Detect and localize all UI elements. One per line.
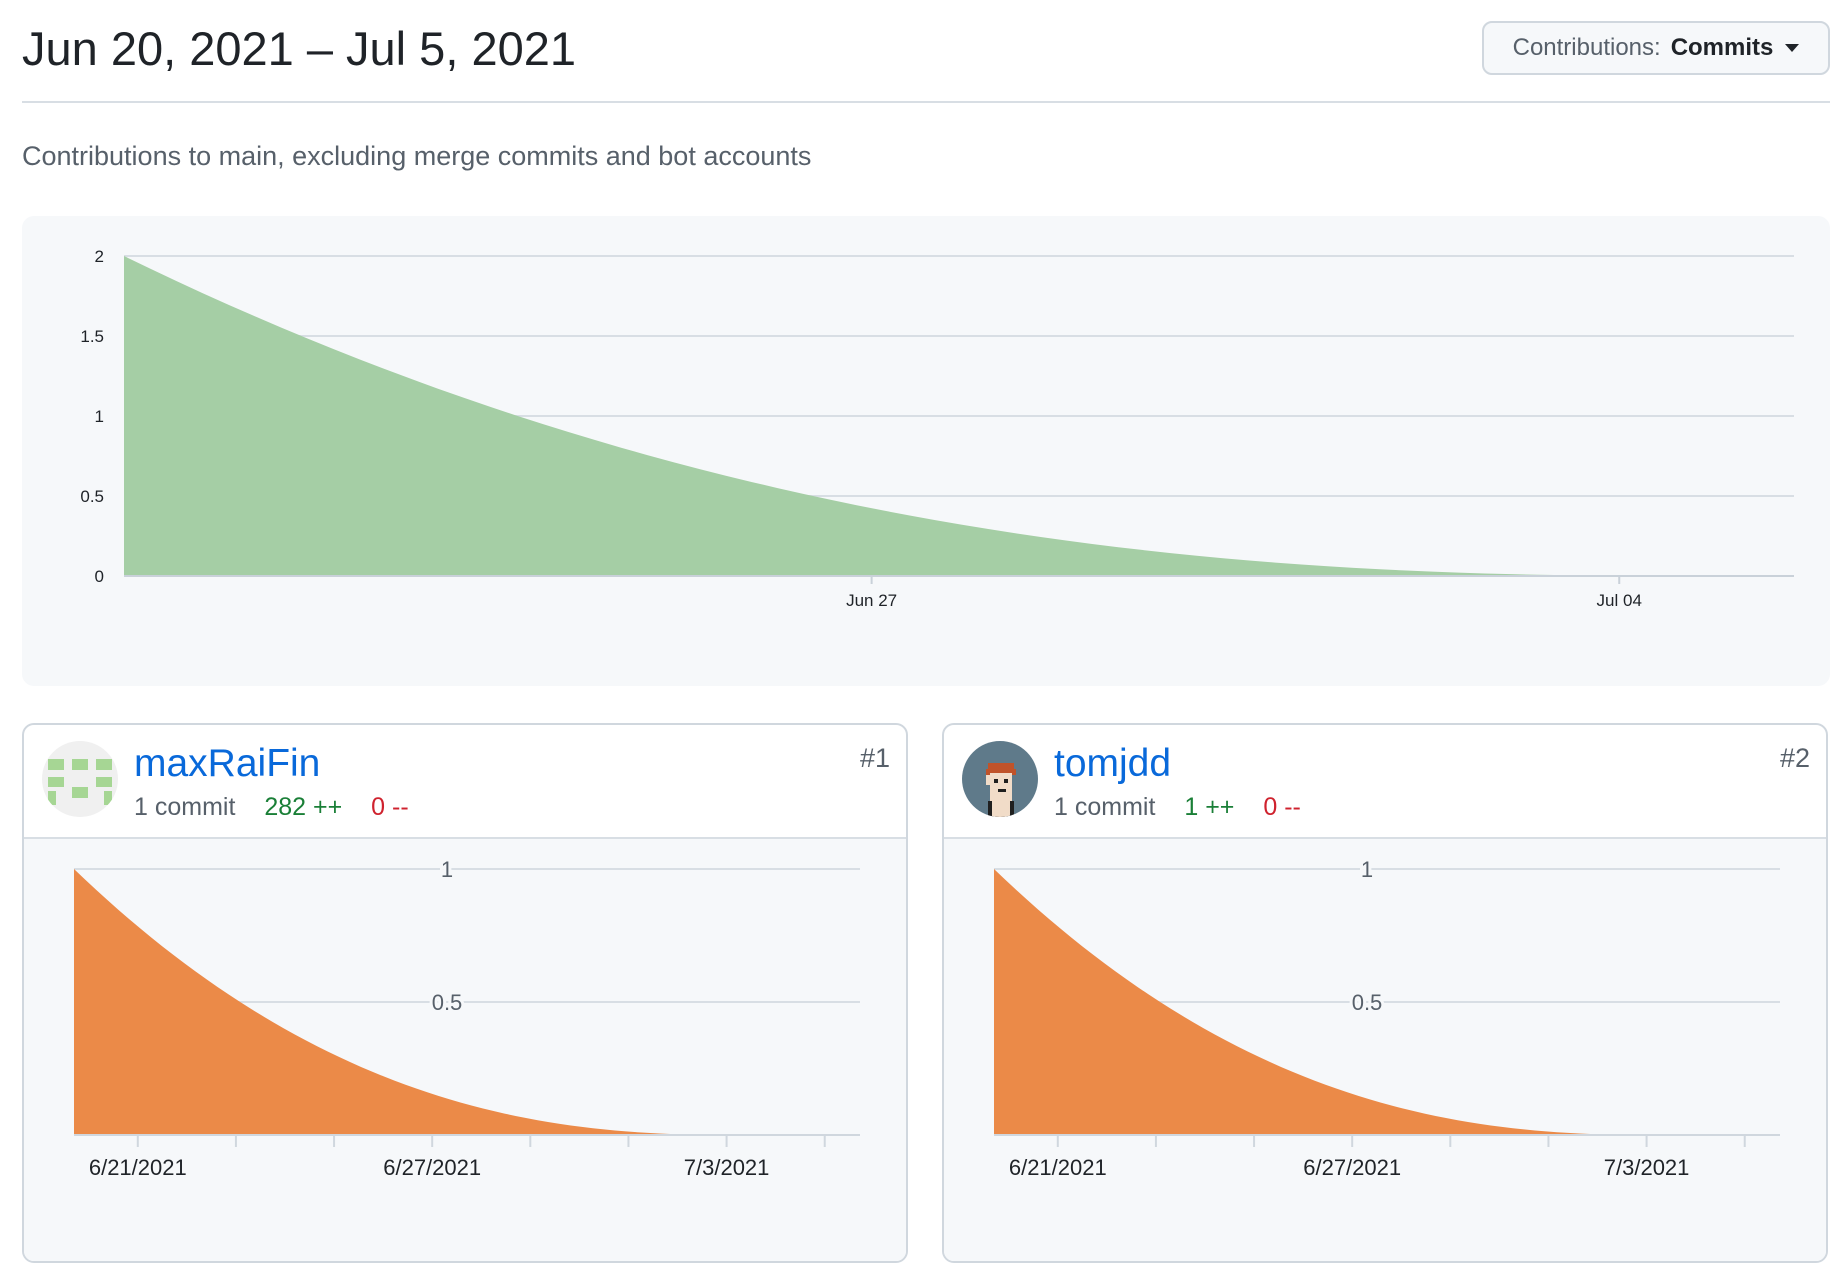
caret-down-icon (1785, 44, 1800, 52)
x-tick-label: 6/21/2021 (1009, 1155, 1107, 1180)
additions-count: 1 ++ (1184, 793, 1235, 821)
x-tick-label: 7/3/2021 (1604, 1155, 1690, 1180)
contributor-commits-area (994, 869, 1657, 1135)
commit-count: 1 commit (1054, 793, 1156, 821)
y-tick-label: 0 (95, 567, 104, 586)
contributor-card: maxRaiFin 1 commit 282 ++ 0 -- #1 0.5 1 6/… (22, 723, 908, 1263)
x-tick-label: 7/3/2021 (684, 1155, 770, 1180)
contributions-type-dropdown[interactable]: Contributions: Commits (1482, 21, 1830, 75)
deletions-count: 0 -- (1263, 793, 1301, 821)
contributor-stats: 1 commit 1 ++ 0 -- (1054, 791, 1301, 823)
y-tick-label: 2 (95, 247, 104, 266)
avatar[interactable] (962, 741, 1038, 817)
identicon-avatar-icon (42, 741, 118, 817)
contributor-chart-svg: 0.5 1 6/21/2021 6/27/2021 7/3/2021 (994, 854, 1780, 1180)
contributor-card: tomjdd 1 commit 1 ++ 0 -- #2 0.5 1 6/21/20… (942, 723, 1828, 1263)
page-subtitle: Contributions to main, excluding merge c… (22, 141, 812, 171)
x-tick-label: 6/27/2021 (1303, 1155, 1401, 1180)
contributor-rank: #2 (1779, 743, 1810, 773)
date-range-title: Jun 20, 2021 – Jul 5, 2021 (22, 22, 576, 75)
contributor-username-link[interactable]: tomjdd (1054, 742, 1172, 785)
x-tick-label: 6/21/2021 (89, 1155, 187, 1180)
page-header: Jun 20, 2021 – Jul 5, 2021 Contributions… (22, 0, 1830, 103)
x-tick-label: Jun 27 (846, 591, 897, 610)
y-tick-label: 0.5 (432, 990, 463, 1015)
contributor-chart: 0.5 1 6/21/2021 6/27/2021 7/3/2021 (944, 839, 1826, 1261)
contributor-username-link[interactable]: maxRaiFin (134, 742, 321, 785)
x-tick-label: Jul 04 (1597, 591, 1642, 610)
contributor-chart-svg: 0.5 1 6/21/2021 6/27/2021 7/3/2021 (74, 854, 860, 1180)
commits-area (124, 256, 1694, 576)
additions-count: 282 ++ (264, 793, 343, 821)
commit-count: 1 commit (134, 793, 236, 821)
contributor-stats: 1 commit 282 ++ 0 -- (134, 791, 409, 823)
contributions-value: Commits (1670, 34, 1774, 61)
y-tick-label: 0.5 (80, 487, 104, 506)
pixel-portrait-avatar-icon (962, 741, 1038, 817)
y-tick-label: 1 (441, 857, 453, 882)
main-commits-chart: 0 0.5 1 1.5 2 Jun 27 Jul 04 (22, 216, 1830, 686)
contributor-chart: 0.5 1 6/21/2021 6/27/2021 7/3/2021 (24, 839, 906, 1261)
contributor-rank: #1 (859, 743, 890, 773)
contributor-commits-area (74, 869, 737, 1135)
y-tick-label: 1 (1361, 857, 1373, 882)
contributions-label: Contributions: (1512, 34, 1661, 61)
avatar[interactable] (42, 741, 118, 817)
contributor-card-header: tomjdd 1 commit 1 ++ 0 -- #2 (944, 725, 1826, 839)
contributor-card-header: maxRaiFin 1 commit 282 ++ 0 -- #1 (24, 725, 906, 839)
x-tick-label: 6/27/2021 (383, 1155, 481, 1180)
y-tick-label: 1.5 (80, 327, 104, 346)
y-tick-label: 0.5 (1352, 990, 1383, 1015)
deletions-count: 0 -- (371, 793, 409, 821)
main-chart-svg: 0 0.5 1 1.5 2 Jun 27 Jul 04 (80, 247, 1794, 610)
y-tick-label: 1 (95, 407, 104, 426)
